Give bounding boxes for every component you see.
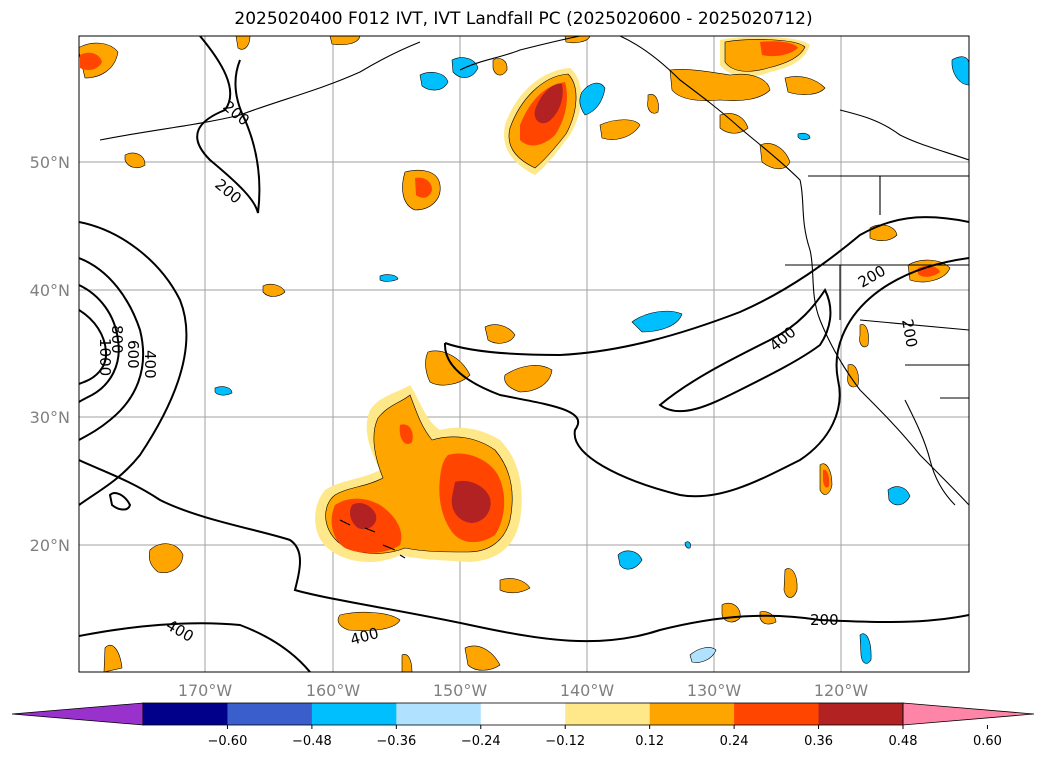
- colorbar-segment: [227, 703, 313, 725]
- colorbar-tick-label: −0.24: [461, 734, 501, 749]
- colorbar-tick-label: 0.12: [635, 734, 664, 749]
- lat-label: 40°N: [30, 281, 70, 300]
- colorbar-tick-label: 0.36: [804, 734, 833, 749]
- coastlines: [99, 36, 969, 559]
- colorbar: −0.60 −0.48 −0.36 −0.24 −0.12 0.12 0.24 0.36 0.4…: [11, 702, 1035, 749]
- colorbar-tick-label: −0.60: [208, 734, 248, 749]
- colorbar-segment: [311, 703, 397, 725]
- colorbar-segment: [565, 703, 651, 725]
- lon-label: 140°W: [560, 681, 615, 700]
- colorbar-segment: [818, 703, 904, 725]
- gridlines: [79, 36, 969, 672]
- colorbar-extend-high: [902, 702, 1035, 726]
- longitude-labels: 170°W 160°W 150°W 140°W 130°W 120°W: [178, 681, 869, 700]
- colorbar-tick-label: 0.48: [889, 734, 918, 749]
- contour-label: 800: [108, 325, 126, 354]
- colorbar-segment: [396, 703, 482, 725]
- lat-label: 30°N: [30, 408, 70, 427]
- map-title: 2025020400 F012 IVT, IVT Landfall PC (20…: [234, 9, 813, 29]
- contour-label: 600: [124, 340, 142, 369]
- colorbar-tick-label: −0.12: [545, 734, 585, 749]
- lon-label: 130°W: [687, 681, 742, 700]
- colorbar-segment: [143, 703, 228, 725]
- contour-label: 200: [810, 611, 839, 629]
- colorbar-tick-label: −0.48: [292, 734, 332, 749]
- contour-label: 1000: [96, 338, 114, 376]
- colorbar-segment: [480, 703, 566, 725]
- colorbar-tick-label: −0.36: [376, 734, 416, 749]
- lat-label: 50°N: [30, 153, 70, 172]
- colorbar-tick-label: 0.60: [973, 734, 1002, 749]
- lon-label: 160°W: [306, 681, 361, 700]
- colorbar-segment: [734, 703, 820, 725]
- colorbar-extend-low: [11, 702, 144, 726]
- lon-label: 150°W: [433, 681, 488, 700]
- map-border: [78, 35, 970, 673]
- lat-label: 20°N: [30, 536, 70, 555]
- lon-label: 120°W: [814, 681, 869, 700]
- colorbar-frame: [142, 702, 904, 726]
- ivt-pc-shading: [79, 36, 969, 672]
- latitude-labels: 50°N 40°N 30°N 20°N: [30, 153, 70, 555]
- ivt-contours: [79, 36, 969, 672]
- lon-label: 170°W: [178, 681, 233, 700]
- contour-label: 400: [141, 350, 159, 379]
- colorbar-segment: [649, 703, 735, 725]
- contour-label: 200: [898, 318, 921, 349]
- colorbar-tick-label: 0.24: [720, 734, 749, 749]
